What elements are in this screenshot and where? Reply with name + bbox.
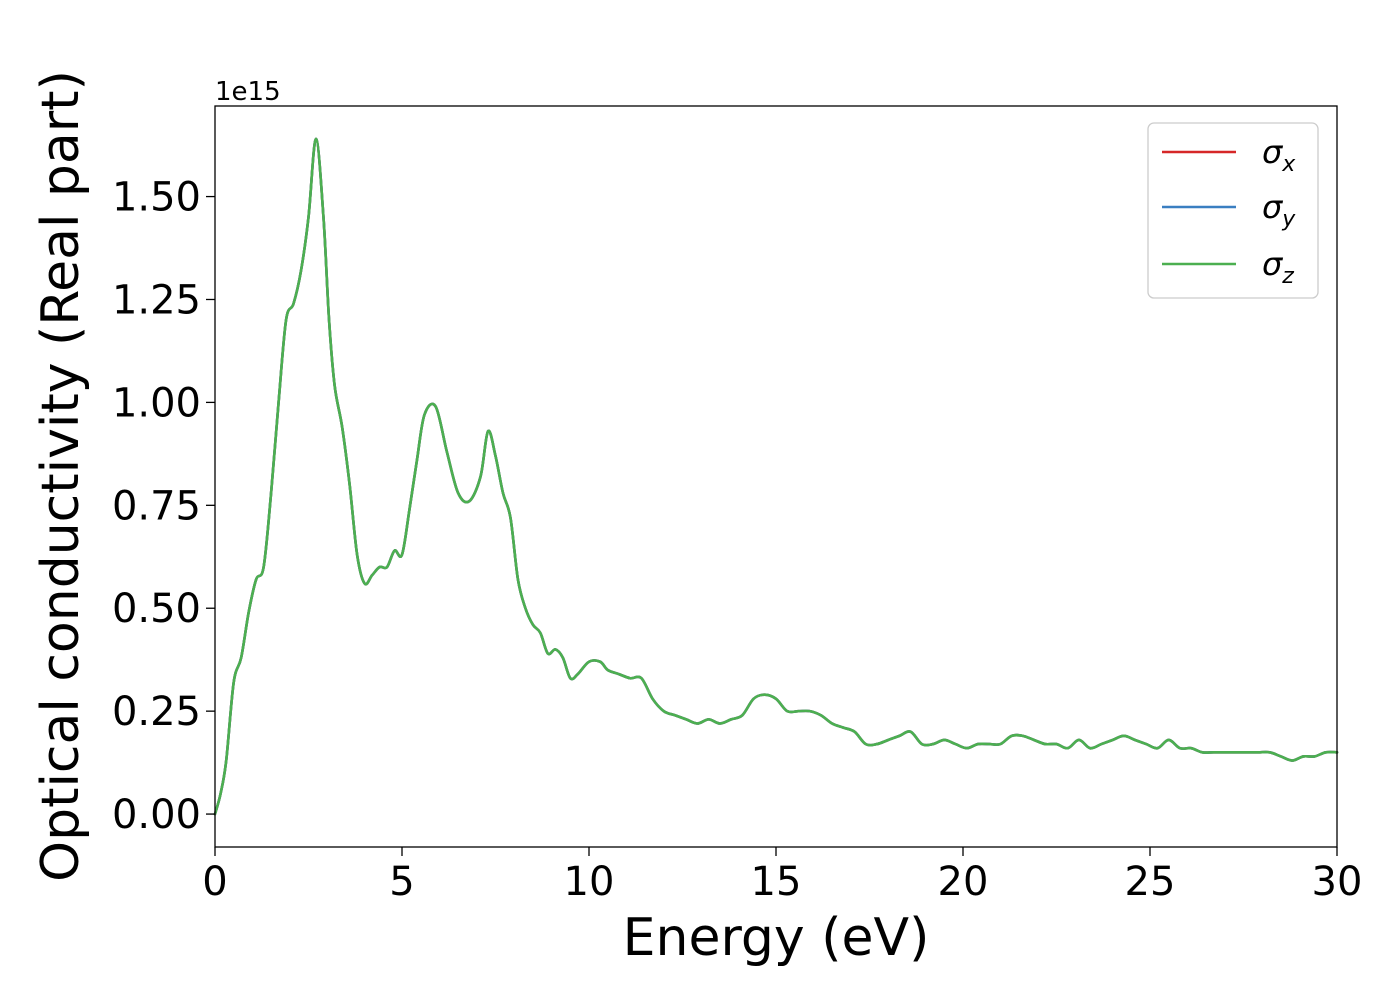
x-tick-label: 15 [751, 859, 802, 905]
y-offset-text: 1e15 [215, 77, 281, 107]
x-tick-label: 20 [938, 859, 989, 905]
y-axis-ticks: 0.00 0.25 0.50 0.75 1.00 1.25 1.50 [112, 175, 215, 838]
y-axis-label: Optical conductivity (Real part) [31, 70, 91, 882]
x-tick-label: 0 [202, 859, 227, 905]
y-tick-label: 0.75 [112, 483, 201, 529]
y-tick-label: 1.00 [112, 380, 201, 426]
y-tick-label: 0.50 [112, 586, 201, 632]
x-axis-ticks: 0 5 10 15 20 25 30 [202, 847, 1362, 905]
x-tick-label: 5 [389, 859, 414, 905]
legend-label-y: σy [1262, 188, 1296, 232]
legend: σx σy σz [1147, 122, 1319, 299]
series-line-σz [213, 137, 1339, 816]
x-tick-label: 10 [564, 859, 615, 905]
legend-box [1147, 122, 1319, 299]
series-layer [213, 137, 1339, 816]
y-tick-label: 1.50 [112, 175, 201, 221]
y-tick-label: 1.25 [112, 277, 201, 323]
y-tick-label: 0.25 [112, 689, 201, 735]
x-tick-label: 25 [1125, 859, 1176, 905]
x-tick-label: 30 [1312, 859, 1363, 905]
legend-label-x: σx [1262, 133, 1296, 177]
y-tick-label: 0.00 [112, 792, 201, 838]
x-axis-label: Energy (eV) [623, 908, 930, 968]
legend-label-z: σz [1262, 245, 1294, 289]
